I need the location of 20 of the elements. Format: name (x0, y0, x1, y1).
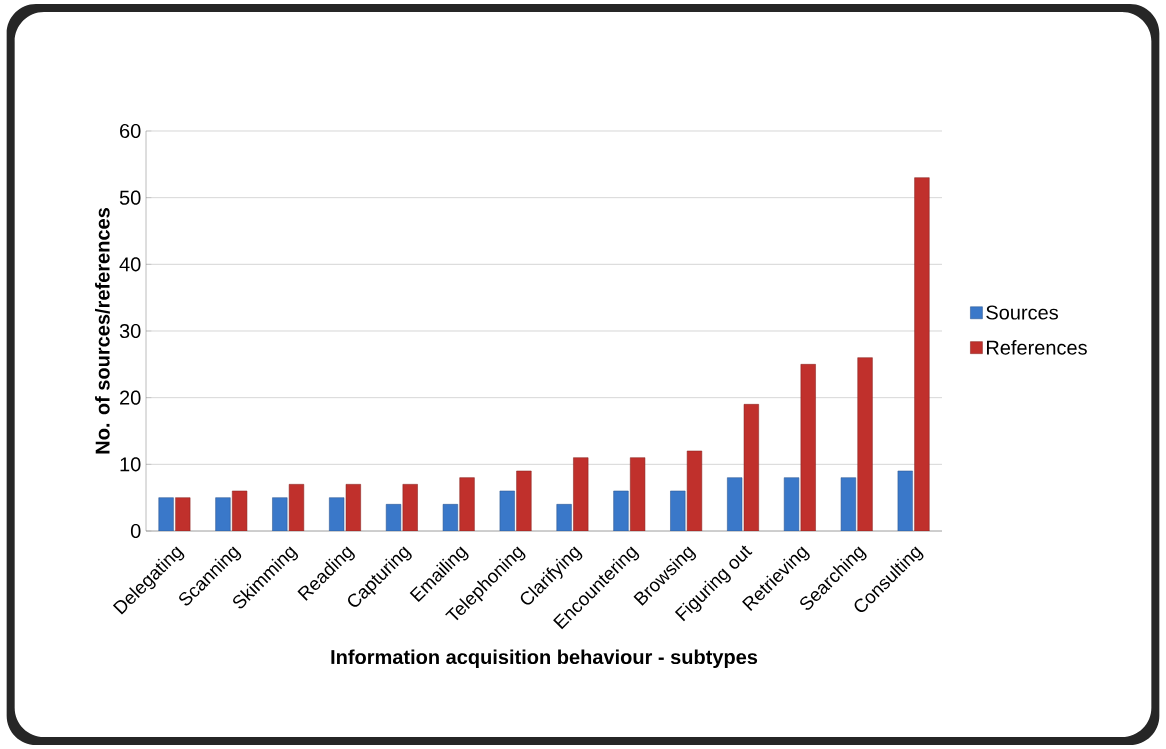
y-axis-title: No. of sources/references (95, 208, 110, 454)
bar (556, 504, 572, 531)
legend-label: References (986, 340, 1087, 355)
y-tick-label: 0 (130, 523, 141, 539)
bar (670, 490, 686, 531)
bar (158, 497, 174, 531)
legend-label: Sources (986, 305, 1058, 320)
bar (459, 477, 475, 531)
y-tick-label: 60 (120, 123, 141, 139)
y-tick-label: 50 (119, 190, 141, 205)
bar (215, 497, 231, 531)
y-tick-label: 40 (119, 257, 141, 272)
y-tick-label: 30 (119, 323, 141, 339)
bar (857, 357, 873, 531)
y-tick-label: 20 (120, 390, 141, 405)
x-axis-title: Information acquisition behaviour - subtypes (331, 649, 758, 669)
y-tick-label: 10 (120, 457, 141, 472)
bar (516, 470, 532, 531)
bar (914, 177, 930, 531)
bar (613, 490, 629, 531)
